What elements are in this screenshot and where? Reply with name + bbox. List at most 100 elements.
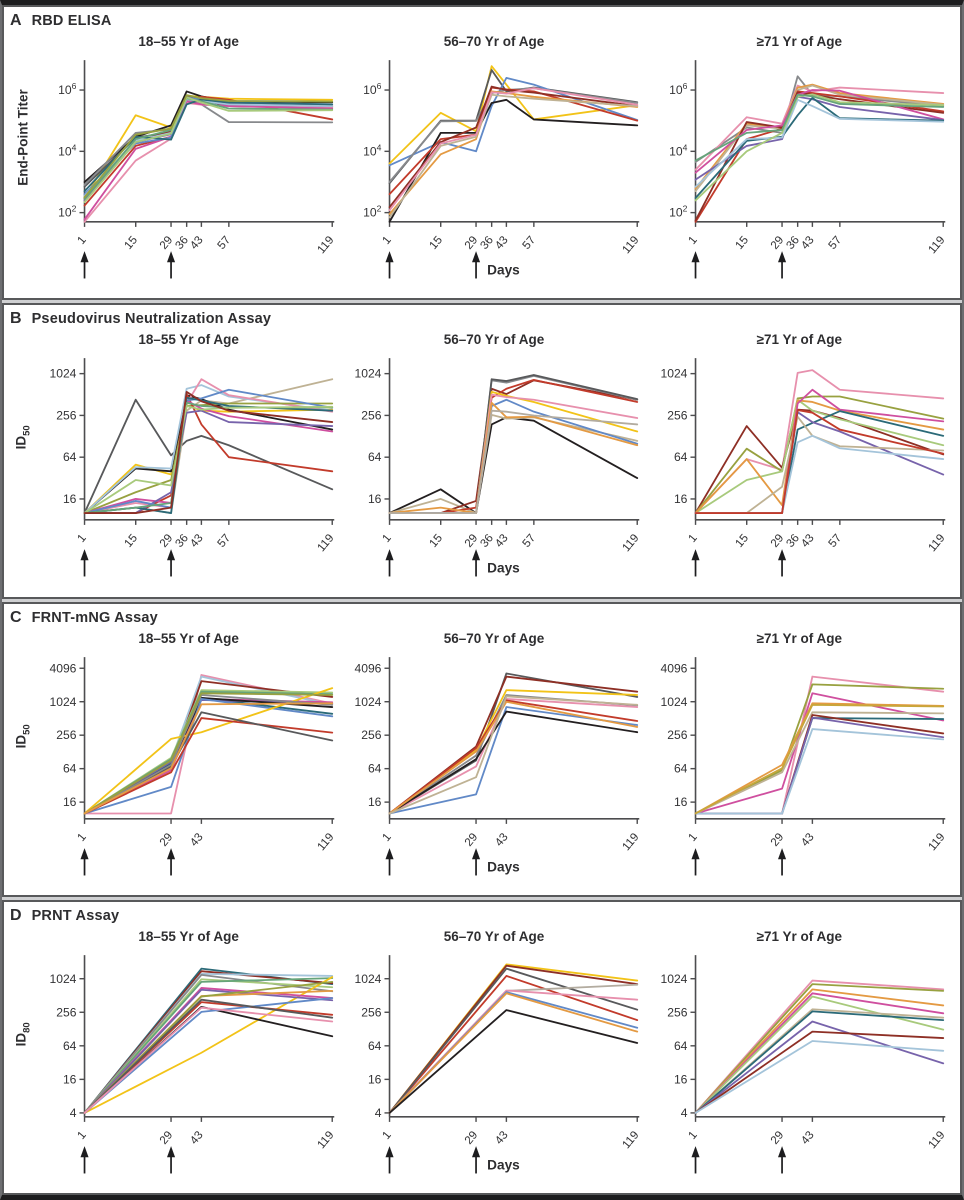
y-axis-title: ID80 (13, 1022, 33, 1047)
participant-series-line (83, 399, 334, 515)
participant-series-line (694, 1030, 944, 1114)
participant-series-line (694, 98, 944, 188)
x-tick-label: 43 (493, 532, 511, 550)
x-tick-label: 29 (462, 1128, 480, 1146)
x-tick-label: 36 (478, 532, 496, 550)
y-tick-label: 256 (362, 1005, 382, 1019)
participant-series-line (694, 1008, 944, 1114)
y-tick-label: 4096 (660, 661, 687, 675)
vaccination-arrow-icon (80, 549, 89, 577)
y-tick-label: 256 (56, 1005, 76, 1019)
x-tick-label: 119 (315, 830, 337, 853)
age-group-chart: 56–70 Yr of Age 4 16 64 256 1024 1 29 43 119 Days (341, 929, 646, 1193)
x-axis-title: Days (488, 1157, 521, 1172)
y-tick-label: 64 (368, 761, 382, 775)
age-group-title: 18–55 Yr of Age (138, 928, 239, 944)
age-group-title: ≥71 Yr of Age (756, 34, 843, 49)
panel-c-letter: C (10, 608, 22, 626)
y-tick-label: 1024 (660, 367, 687, 381)
participant-series-line (388, 705, 639, 814)
line-chart: 4 16 64 256 1024 1 29 43 119 (660, 954, 947, 1174)
panel-b-letter: B (10, 310, 22, 328)
panel-d-header: D PRNT Assay (10, 907, 952, 929)
x-tick-label: 1 (685, 234, 699, 247)
x-tick-label: 119 (620, 532, 642, 555)
participant-series-line (83, 710, 334, 814)
x-tick-label: 119 (620, 830, 642, 853)
participant-series-line (694, 1010, 944, 1114)
participant-series-line (694, 91, 944, 222)
x-tick-label: 57 (826, 234, 844, 252)
participant-series-line (388, 87, 639, 183)
x-tick-label: 29 (157, 532, 175, 550)
vaccination-arrow-icon (385, 549, 394, 577)
y-tick-label: 1024 (355, 694, 382, 708)
y-tick-label: 16 (674, 1072, 688, 1086)
x-tick-label: 119 (620, 234, 642, 257)
panel-c-frnt-mng: C FRNT-mNG Assay ID50 18–55 Yr of Age 16 64… (2, 601, 962, 897)
y-tick-label: 4 (70, 1106, 77, 1120)
participant-series-line (83, 701, 334, 814)
y-tick-label: 1024 (355, 972, 382, 986)
x-tick-label: 15 (732, 532, 750, 550)
age-group-title: ≥71 Yr of Age (756, 928, 843, 944)
vaccination-arrow-icon (167, 1145, 176, 1174)
age-group-title: 56–70 Yr of Age (443, 630, 545, 646)
participant-series-line (694, 703, 944, 814)
x-tick-label: 1 (75, 234, 89, 247)
x-tick-label: 29 (462, 830, 480, 848)
participant-series-line (694, 701, 944, 814)
y-axis-label-gutter: ID50 (10, 332, 36, 596)
x-tick-label: 119 (925, 532, 947, 555)
y-tick-label: 64 (674, 450, 688, 464)
x-tick-label: 29 (462, 532, 480, 550)
vaccination-arrow-icon (472, 847, 481, 875)
participant-series-line (694, 395, 944, 515)
participant-series-line (388, 992, 639, 1114)
y-tick-label: 16 (63, 795, 77, 809)
y-tick-label: 256 (667, 1005, 687, 1019)
participant-series-line (388, 85, 639, 209)
participant-series-line (388, 416, 639, 515)
participant-series-line (83, 378, 334, 515)
age-group-chart: 18–55 Yr of Age 102 104 106 1 15 29 36 43 57 119 (36, 34, 341, 298)
age-group-chart: ≥71 Yr of Age 16 64 256 1024 4096 1 29 43 119 (647, 631, 952, 895)
participant-series-line (388, 410, 639, 515)
panel-a-header: A RBD ELISA (10, 12, 952, 34)
participant-series-line (388, 990, 639, 1114)
y-tick-label: 16 (674, 795, 688, 809)
x-tick-label: 57 (215, 532, 233, 550)
participant-series-line (83, 94, 334, 199)
x-tick-label: 43 (493, 1128, 511, 1146)
age-group-chart: 18–55 Yr of Age 4 16 64 256 1024 1 29 43 119 (36, 928, 341, 1193)
x-tick-label: 29 (768, 1128, 786, 1146)
participant-series-line (83, 697, 334, 814)
x-tick-label: 57 (215, 234, 233, 252)
line-chart: 16 64 256 1024 4096 1 29 43 119 Days (355, 656, 642, 875)
participant-series-line (83, 397, 334, 515)
age-group-chart: 56–70 Yr of Age 16 64 256 1024 4096 1 29 43 119 Da… (341, 630, 646, 895)
y-tick-label: 256 (362, 728, 382, 742)
vaccination-arrow-icon (777, 549, 786, 577)
panel-a-letter: A (10, 12, 22, 29)
participant-series-line (83, 402, 334, 515)
y-tick-label: 1024 (355, 367, 382, 381)
x-tick-label: 1 (75, 830, 89, 843)
vaccination-arrow-icon (80, 251, 89, 279)
y-tick-label: 256 (667, 728, 687, 742)
participant-series-line (83, 1000, 334, 1114)
panel-d-letter: D (10, 906, 22, 924)
participant-series-line (83, 384, 334, 515)
x-tick-label: 1 (380, 532, 394, 545)
vaccination-arrow-icon (385, 251, 394, 279)
y-tick-label: 256 (56, 728, 76, 742)
participant-series-line (83, 693, 334, 814)
x-tick-label: 36 (783, 532, 801, 550)
y-tick-label: 102 (363, 204, 382, 220)
x-tick-label: 119 (925, 234, 947, 257)
y-axis-title: End-Point Titer (15, 89, 31, 186)
y-tick-label: 64 (63, 450, 77, 464)
